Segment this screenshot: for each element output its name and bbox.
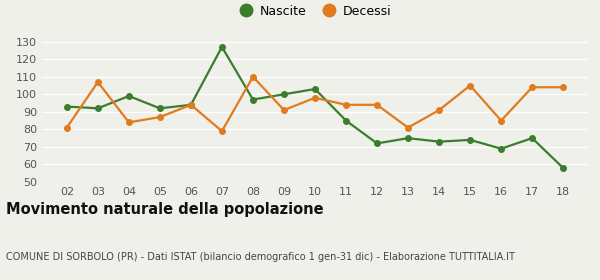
Nascite (218, 45, 226, 49)
Decessi (404, 126, 412, 129)
Nascite (250, 98, 257, 101)
Legend: Nascite, Decessi: Nascite, Decessi (233, 0, 397, 23)
Decessi (63, 126, 70, 129)
Decessi (156, 115, 163, 119)
Decessi (125, 121, 133, 124)
Nascite (560, 166, 567, 170)
Nascite (187, 103, 194, 106)
Decessi (311, 96, 319, 99)
Decessi (343, 103, 350, 106)
Decessi (560, 86, 567, 89)
Decessi (187, 103, 194, 106)
Nascite (404, 136, 412, 140)
Decessi (250, 75, 257, 78)
Text: COMUNE DI SORBOLO (PR) - Dati ISTAT (bilancio demografico 1 gen-31 dic) - Elabor: COMUNE DI SORBOLO (PR) - Dati ISTAT (bil… (6, 252, 515, 262)
Nascite (156, 107, 163, 110)
Decessi (218, 129, 226, 133)
Line: Decessi: Decessi (64, 74, 566, 134)
Nascite (497, 147, 505, 150)
Nascite (63, 105, 70, 108)
Decessi (280, 108, 287, 112)
Nascite (436, 140, 443, 143)
Nascite (94, 107, 101, 110)
Nascite (529, 136, 536, 140)
Decessi (467, 84, 474, 87)
Nascite (280, 93, 287, 96)
Nascite (373, 142, 380, 145)
Decessi (94, 80, 101, 84)
Decessi (436, 108, 443, 112)
Nascite (125, 94, 133, 98)
Decessi (373, 103, 380, 106)
Nascite (467, 138, 474, 142)
Decessi (497, 119, 505, 122)
Line: Nascite: Nascite (64, 44, 566, 171)
Nascite (311, 87, 319, 91)
Nascite (343, 119, 350, 122)
Decessi (529, 86, 536, 89)
Text: Movimento naturale della popolazione: Movimento naturale della popolazione (6, 202, 323, 217)
